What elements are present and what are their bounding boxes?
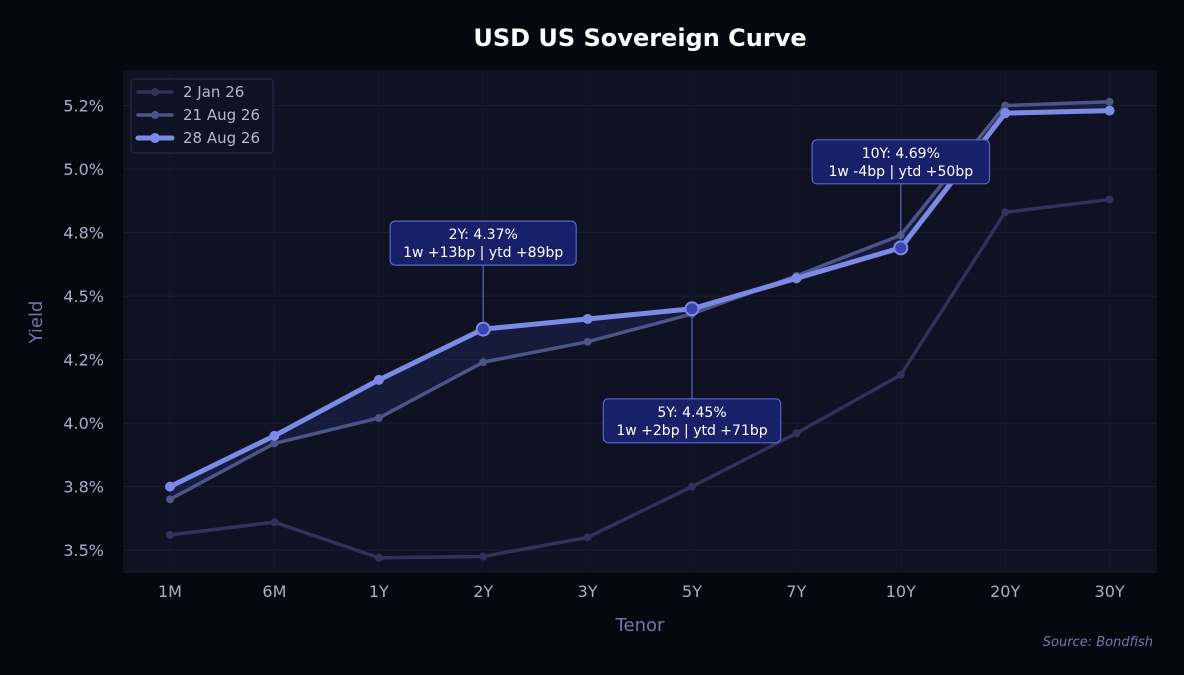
series-2-point [582, 313, 593, 324]
series-2-point [165, 481, 175, 492]
legend-swatch-marker [151, 88, 159, 96]
series-0-point [270, 518, 279, 527]
series-1-point [1001, 101, 1010, 110]
annotation-value-text: 10Y: 4.69% [862, 146, 940, 162]
x-tick-label: 20Y [990, 582, 1020, 601]
series-0-point [792, 429, 801, 438]
series-1-point [583, 337, 592, 346]
annotation-box [602, 398, 782, 444]
chart-title: USD US Sovereign Curve [473, 24, 806, 52]
y-tick-label: 4.0% [63, 414, 104, 433]
series-0-point [166, 530, 174, 539]
x-axis-label: Tenor [615, 615, 665, 636]
series-0-point [1001, 208, 1010, 217]
x-tick-label: 10Y [886, 582, 916, 601]
x-tick-label: 6M [262, 582, 286, 601]
legend-swatch-marker [151, 111, 159, 119]
series-line-0 [168, 197, 1112, 560]
annotation-box [811, 139, 991, 185]
legend-entry-label: 2 Jan 26 [183, 83, 244, 101]
series-0-point [583, 533, 592, 542]
y-tick-label: 3.8% [63, 478, 104, 497]
annotation-value-text: 2Y: 4.37% [449, 227, 518, 243]
y-tick-label: 5.0% [63, 160, 104, 179]
annotation-box [389, 220, 577, 266]
y-tick-label: 4.8% [63, 224, 104, 243]
y-tick-label: 4.2% [63, 351, 104, 370]
series-2-point [1104, 105, 1115, 116]
legend-box [130, 78, 274, 154]
annotation-marker [475, 321, 491, 337]
annotation-change-text: 1w +2bp | ytd +71bp [616, 423, 767, 439]
x-tick-label: 30Y [1095, 582, 1125, 601]
series-0-point [688, 482, 696, 491]
legend-entry-label: 28 Aug 26 [183, 129, 260, 147]
series-1-point [374, 414, 383, 423]
series-2-point [373, 374, 384, 385]
legend-entry-label: 21 Aug 26 [183, 106, 260, 124]
series-2-point [791, 273, 802, 284]
x-tick-label: 1Y [369, 582, 389, 601]
series-2-point [1000, 108, 1011, 119]
annotation-change-text: 1w +13bp | ytd +89bp [403, 245, 563, 261]
fill-between-path [170, 101, 1110, 500]
annotation-marker [893, 240, 909, 256]
x-tick-label: 5Y [682, 582, 702, 601]
x-tick-label: 3Y [578, 582, 598, 601]
x-tick-labels: 1M 6M 1Y 2Y 3Y 5Y 7Y 10Y 20Y 30Y [158, 582, 1125, 601]
series-1-point [166, 495, 174, 504]
legend: 2 Jan 26 21 Aug 26 28 Aug 26 [130, 78, 274, 154]
series-1-point [479, 358, 488, 367]
fill-between-area [170, 101, 1110, 500]
series-0-point [479, 552, 488, 561]
series-2-point [269, 430, 280, 441]
source-note: Source: Bondfish [1043, 635, 1153, 650]
series-1-point [1105, 97, 1114, 106]
x-tick-label: 1M [158, 582, 182, 601]
annotation-value-text: 5Y: 4.45% [657, 405, 726, 421]
legend-swatch-marker [150, 133, 160, 143]
annotations: 2Y: 4.37% 1w +13bp | ytd +89bp 5Y: 4.45% 1w… [389, 139, 991, 444]
series-1-point [270, 439, 279, 448]
annotation-marker [684, 301, 700, 317]
series-0-point [896, 370, 905, 379]
y-tick-label: 4.5% [63, 287, 104, 306]
annotation-change-text: 1w -4bp | ytd +50bp [829, 164, 974, 180]
y-tick-label: 5.2% [63, 97, 104, 116]
x-tick-label: 2Y [473, 582, 493, 601]
y-tick-labels: 3.5% 3.8% 4.0% 4.2% 4.5% 4.8% 5.0% 5.2% [63, 97, 104, 561]
series-0-point [1105, 195, 1114, 204]
series-0-point [374, 553, 383, 562]
x-tick-label: 7Y [786, 582, 806, 601]
y-axis-label: Yield [26, 301, 47, 345]
y-tick-label: 3.5% [63, 541, 104, 560]
